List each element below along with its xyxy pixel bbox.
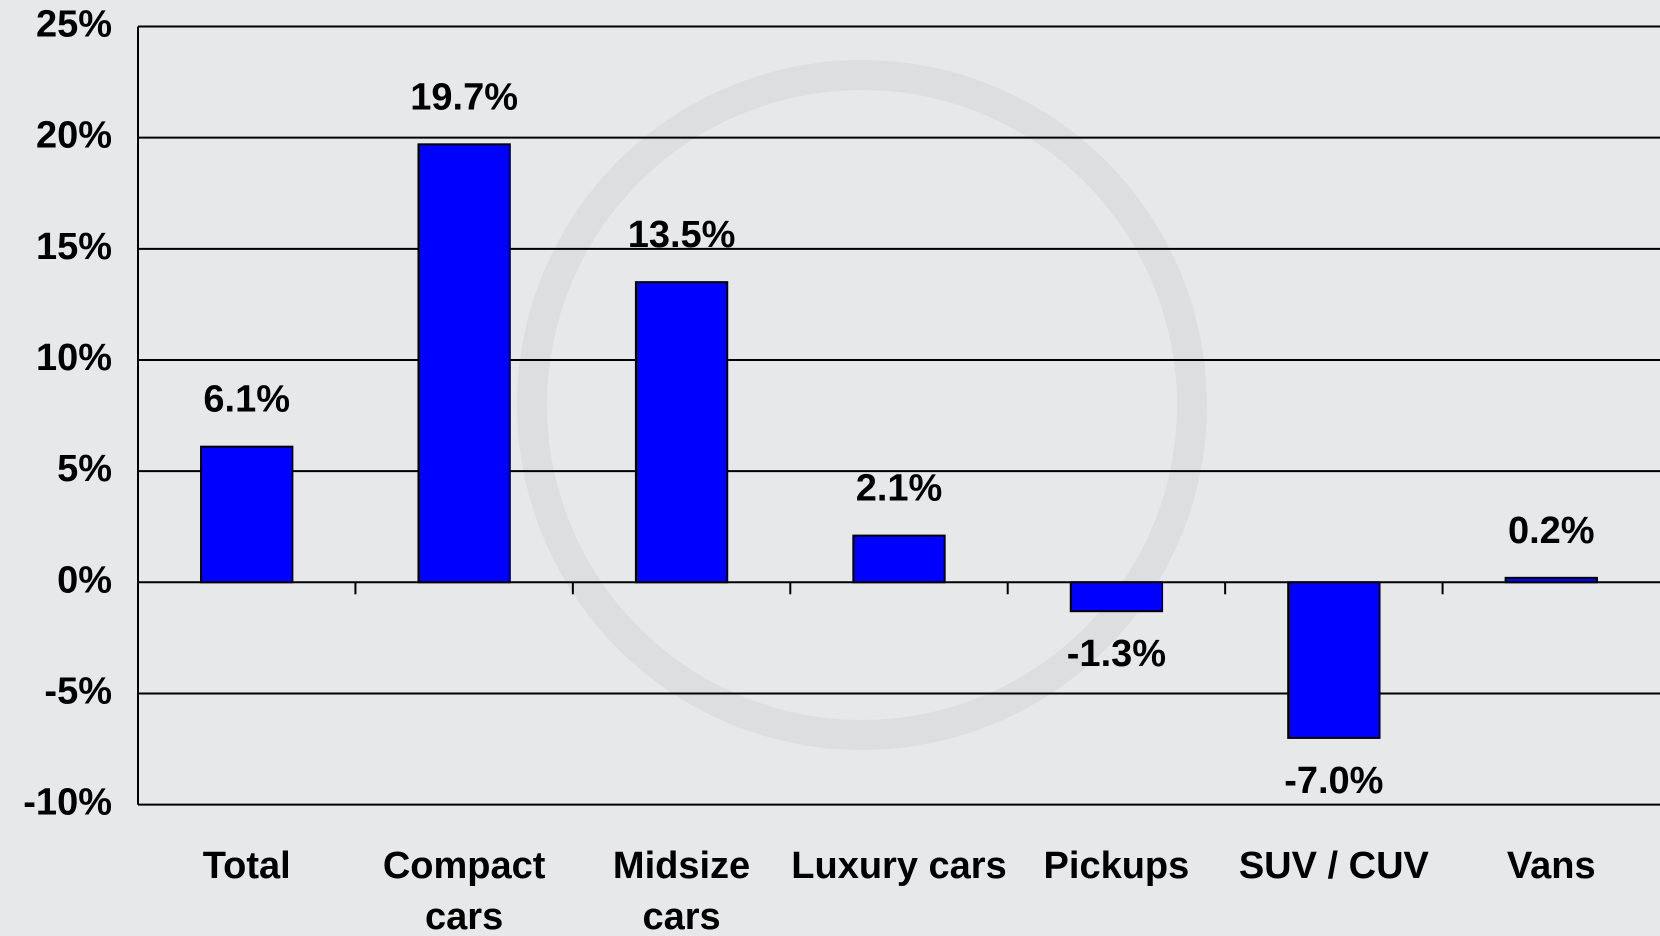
x-tick-label: Total [202, 845, 291, 887]
x-tick-label: Compact cars [382, 845, 546, 936]
value-label: 2.1% [856, 468, 943, 510]
bar [1287, 581, 1381, 739]
bar [1069, 581, 1164, 613]
value-label: 0.2% [1508, 510, 1595, 552]
x-tick-label: Midsize cars [612, 845, 751, 936]
bar [852, 534, 946, 584]
y-tick-label: 10% [36, 337, 112, 379]
x-tick-label: SUV / CUV [1238, 845, 1429, 887]
x-tick-label: Luxury cars [791, 845, 1007, 887]
y-tick-label: 15% [36, 226, 112, 268]
y-tick-label: 0% [57, 559, 112, 601]
bar [417, 143, 511, 584]
value-label: -1.3% [1067, 633, 1166, 675]
y-tick-label: 20% [36, 115, 112, 157]
x-tick-label: Pickups [1043, 845, 1190, 887]
value-label: -7.0% [1284, 760, 1383, 802]
bar [634, 281, 729, 584]
value-label: 6.1% [203, 379, 290, 421]
value-label: 19.7% [410, 76, 518, 118]
y-tick-label: -5% [44, 670, 112, 712]
value-label: 13.5% [628, 214, 736, 256]
watermark [517, 60, 1207, 750]
y-tick-label: 25% [36, 4, 112, 46]
y-tick-label: 5% [57, 448, 112, 490]
bar [1504, 576, 1598, 584]
x-tick-label: Vans [1506, 845, 1596, 887]
bar [200, 445, 294, 584]
y-tick-label: -10% [23, 782, 112, 824]
